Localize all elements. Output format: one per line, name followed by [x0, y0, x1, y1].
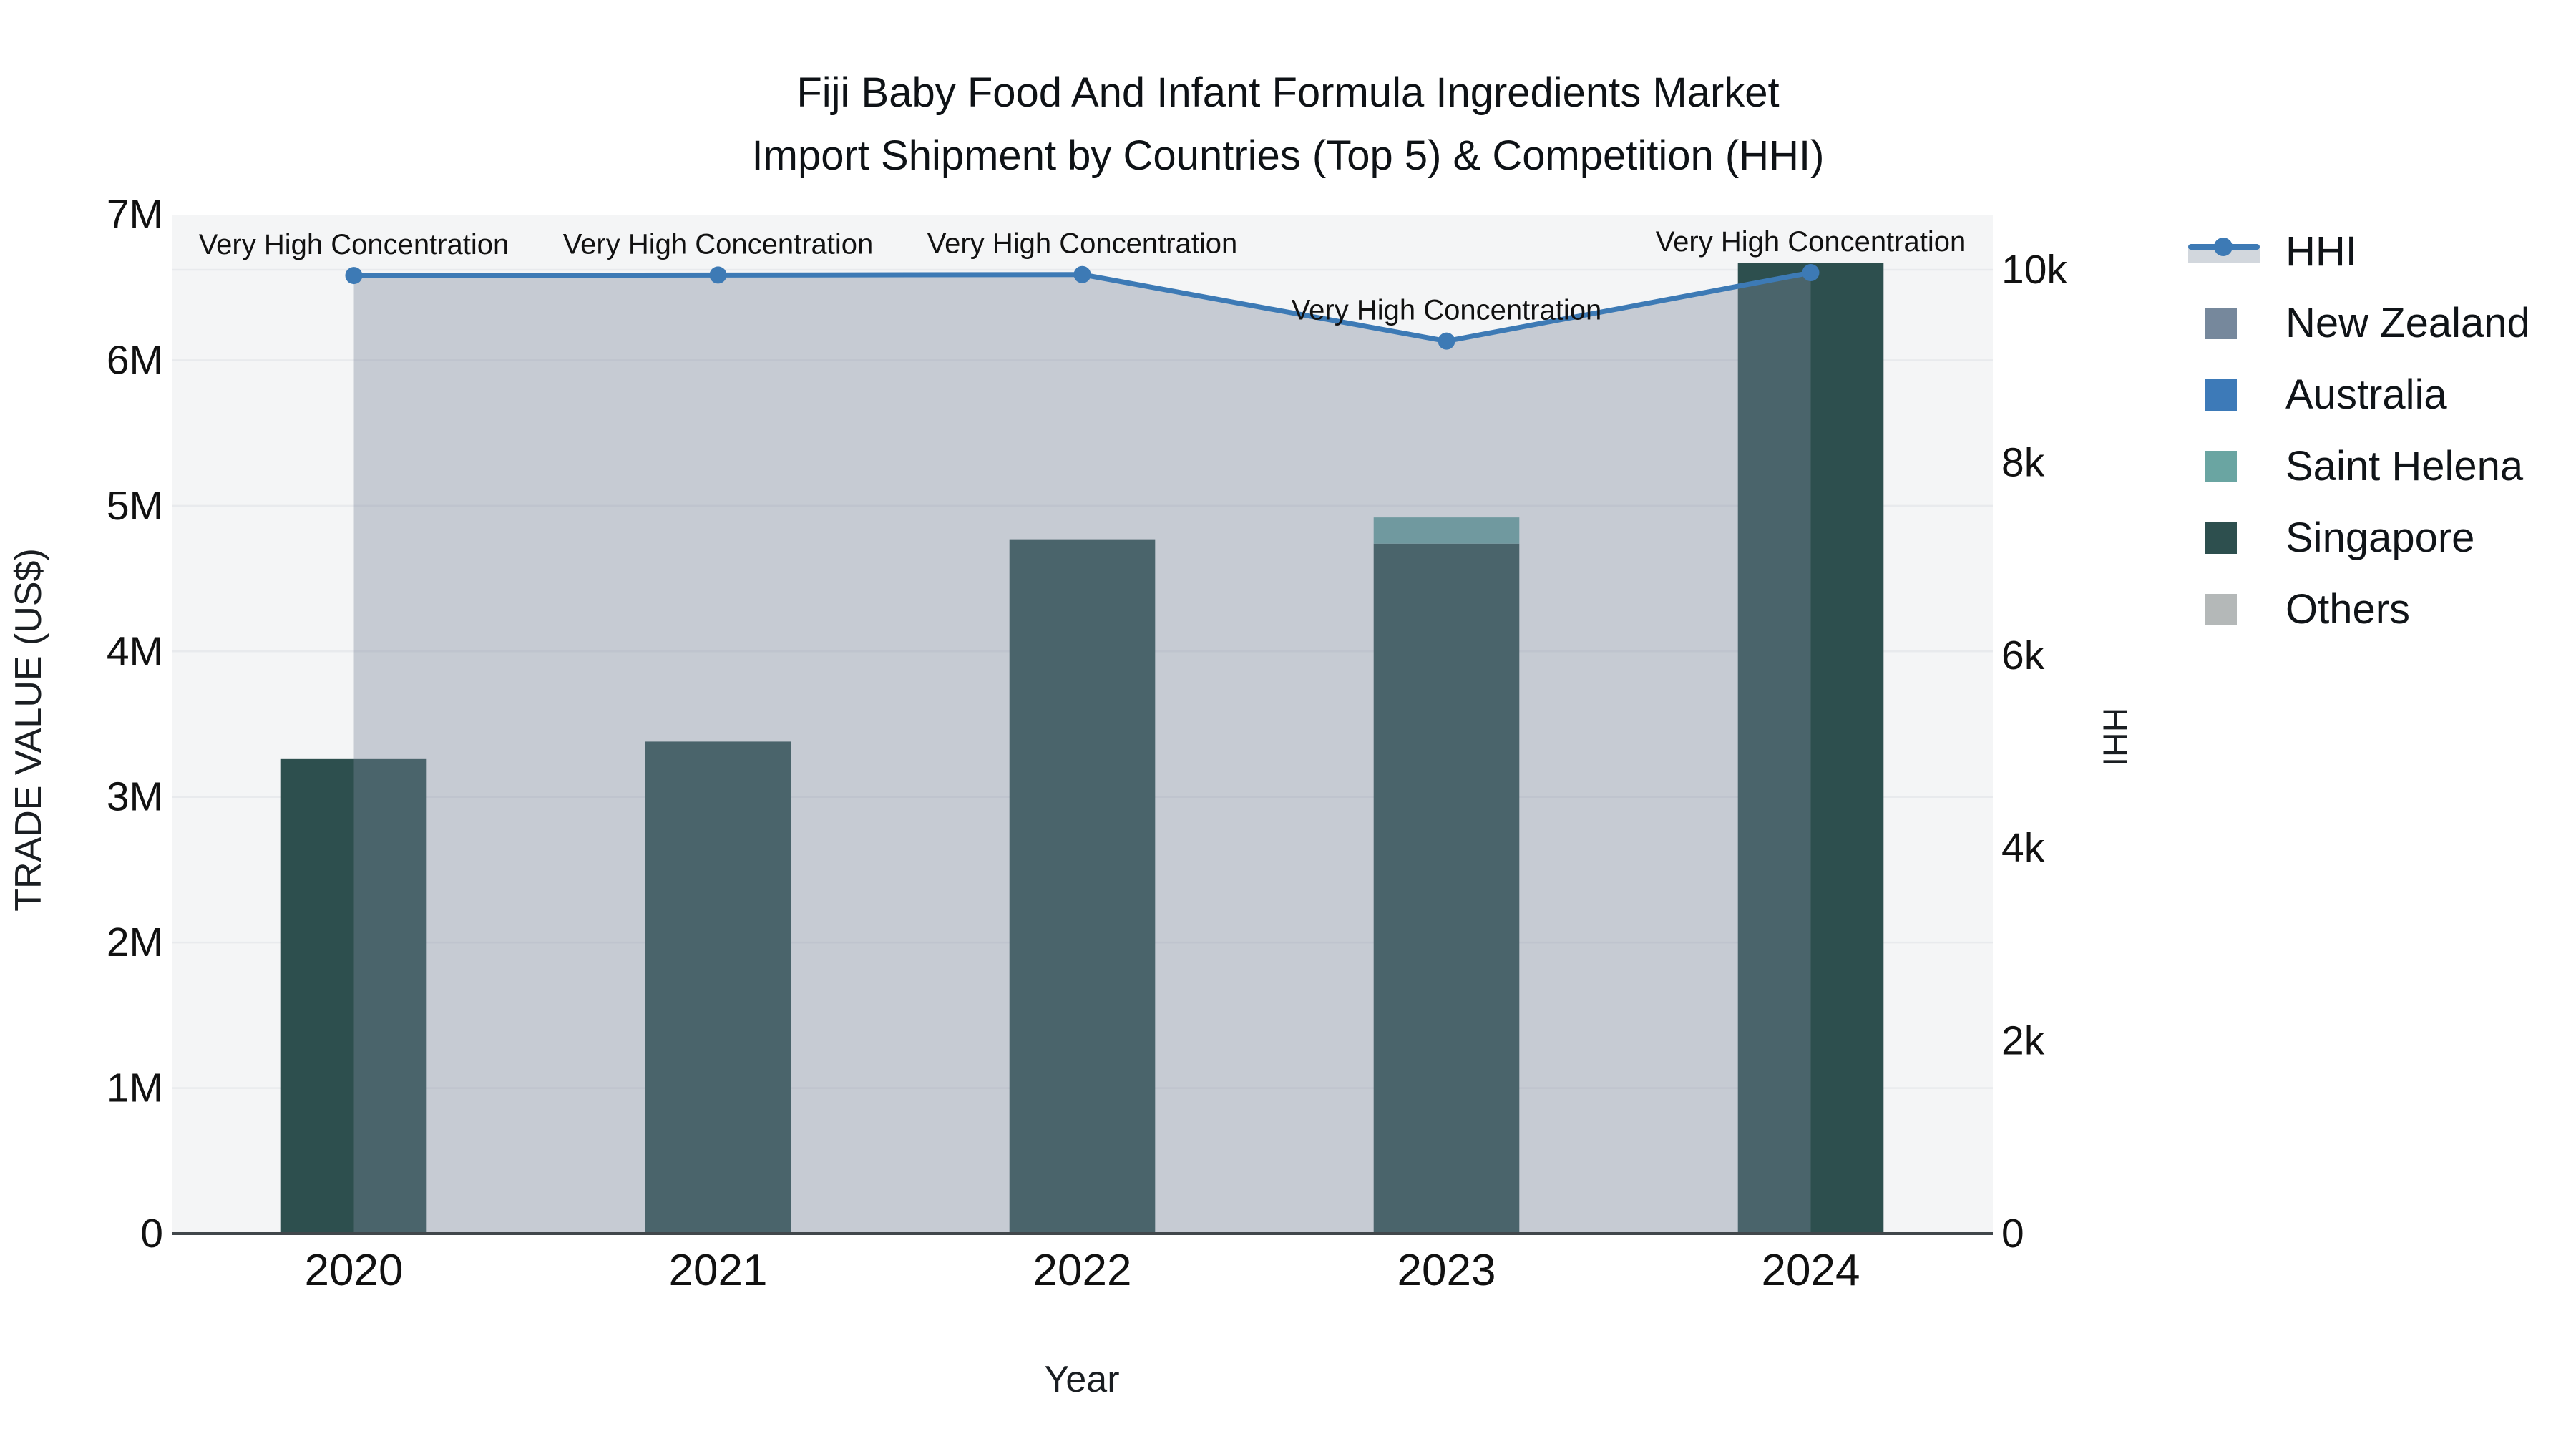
y-right-tick-8k: 8k [2001, 439, 2045, 485]
x-tick-2020: 2020 [305, 1246, 404, 1295]
legend-label: Others [2285, 586, 2411, 633]
legend-color-swatch [2205, 593, 2237, 625]
legend-swatch [2188, 521, 2260, 555]
legend-color-swatch [2205, 379, 2237, 411]
legend-color-swatch [2205, 450, 2237, 482]
legend-item-hhi[interactable]: HHI [2188, 228, 2530, 275]
y-right-tick-10k: 10k [2001, 247, 2067, 293]
y-right-tick-6k: 6k [2001, 633, 2045, 678]
chart-title: Fiji Baby Food And Infant Formula Ingred… [0, 62, 2576, 187]
annotation-2023: Very High Concentration [1292, 295, 1602, 326]
bar-singapore-2021[interactable] [645, 741, 791, 1234]
legend-label: New Zealand [2285, 300, 2530, 346]
y-left-tick-1M: 1M [107, 1065, 163, 1111]
x-tick-2024: 2024 [1762, 1246, 1860, 1295]
y-left-tick-4M: 4M [107, 628, 163, 674]
legend-item-saint-helena[interactable]: Saint Helena [2188, 442, 2530, 490]
y-right-tick-0: 0 [2001, 1211, 2024, 1257]
bar-singapore-2022[interactable] [1009, 539, 1156, 1234]
y-left-tick-2M: 2M [107, 919, 163, 965]
bar-saint-helena-2023[interactable] [1373, 517, 1520, 544]
y-left-tick-5M: 5M [107, 483, 163, 529]
legend-color-swatch [2205, 307, 2237, 339]
hhi-point-2022[interactable] [1073, 265, 1091, 283]
y-left-axis-title: TRADE VALUE (US$) [8, 548, 49, 912]
bar-singapore-2023[interactable] [1373, 543, 1520, 1234]
annotation-2021: Very High Concentration [563, 228, 874, 260]
annotation-2024: Very High Concentration [1656, 226, 1966, 258]
bar-singapore-2020[interactable] [280, 758, 427, 1234]
legend-swatch [2188, 306, 2260, 341]
x-axis-title: Year [1044, 1359, 1120, 1400]
hhi-point-2023[interactable] [1438, 332, 1455, 350]
y-left-tick-0: 0 [140, 1211, 163, 1257]
x-tick-2021: 2021 [669, 1246, 768, 1295]
legend-swatch [2188, 378, 2260, 412]
y-right-tick-4k: 4k [2001, 825, 2045, 871]
y-left-tick-3M: 3M [107, 774, 163, 820]
hhi-area-fill [353, 273, 1811, 1234]
hhi-point-2024[interactable] [1802, 264, 1820, 282]
legend-line-sample [2188, 235, 2260, 269]
legend-item-others[interactable]: Others [2188, 585, 2530, 633]
legend-label: Singapore [2285, 514, 2475, 561]
y-left-tick-6M: 6M [107, 337, 163, 383]
legend-label: Australia [2285, 371, 2447, 418]
legend-label: HHI [2285, 228, 2357, 275]
legend-item-new-zealand[interactable]: New Zealand [2188, 299, 2530, 347]
y-left-tick-7M: 7M [107, 192, 163, 238]
hhi-point-2021[interactable] [709, 266, 727, 284]
chart-title-line2: Import Shipment by Countries (Top 5) & C… [751, 132, 1825, 179]
legend: HHI New Zealand Australia Saint Helena Singa… [2188, 228, 2530, 633]
y-right-axis-title: HHI [2095, 707, 2134, 767]
legend-item-singapore[interactable]: Singapore [2188, 514, 2530, 562]
legend-item-australia[interactable]: Australia [2188, 371, 2530, 419]
legend-color-swatch [2205, 522, 2237, 554]
y-right-tick-2k: 2k [2001, 1018, 2045, 1064]
legend-dot-glyph [2214, 237, 2233, 256]
legend-label: Saint Helena [2285, 443, 2524, 489]
hhi-point-2020[interactable] [345, 267, 363, 285]
legend-swatch [2188, 449, 2260, 484]
annotation-2022: Very High Concentration [927, 228, 1238, 260]
chart-title-line1: Fiji Baby Food And Infant Formula Ingred… [796, 69, 1780, 116]
legend-swatch [2188, 592, 2260, 627]
bar-singapore-2024[interactable] [1737, 263, 1884, 1234]
x-tick-2023: 2023 [1397, 1246, 1496, 1295]
x-tick-2022: 2022 [1033, 1246, 1132, 1295]
annotation-2020: Very High Concentration [199, 229, 509, 260]
